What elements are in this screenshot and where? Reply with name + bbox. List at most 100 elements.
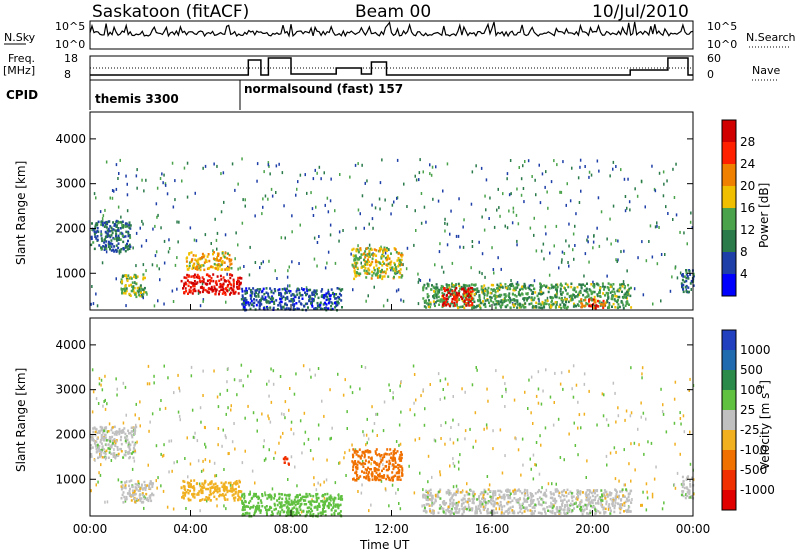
region-cell bbox=[279, 510, 282, 514]
region-cell bbox=[338, 512, 341, 515]
region-cell bbox=[583, 289, 586, 292]
region-cell bbox=[589, 511, 592, 515]
region-cell bbox=[427, 302, 430, 305]
region-cell bbox=[531, 512, 534, 516]
scatter-cell bbox=[414, 174, 416, 178]
region-cell bbox=[464, 288, 467, 291]
region-cell bbox=[607, 505, 610, 508]
scatter-cell bbox=[145, 239, 148, 243]
region-cell bbox=[316, 307, 319, 310]
region-cell bbox=[368, 450, 371, 454]
scatter-cell bbox=[663, 501, 665, 505]
region-cell bbox=[618, 288, 621, 292]
scatter-cell bbox=[691, 226, 694, 230]
region-cell bbox=[451, 297, 454, 301]
region-cell bbox=[227, 481, 230, 485]
scatter-cell bbox=[450, 209, 452, 213]
region-cell bbox=[494, 491, 497, 494]
region-cell bbox=[490, 498, 492, 502]
scatter-cell bbox=[530, 375, 533, 379]
region-cell bbox=[619, 283, 621, 286]
region-cell bbox=[612, 302, 615, 306]
region-cell bbox=[216, 490, 219, 494]
scatter-cell bbox=[390, 212, 392, 216]
scatter-cell bbox=[113, 189, 115, 193]
region-cell bbox=[681, 273, 684, 276]
region-cell bbox=[128, 223, 131, 227]
region-cell bbox=[208, 493, 211, 497]
scatter-cell bbox=[679, 417, 682, 420]
region-cell bbox=[441, 300, 444, 304]
region-cell bbox=[91, 446, 94, 449]
region-cell bbox=[551, 506, 554, 510]
region-cell bbox=[321, 295, 324, 299]
region-cell bbox=[395, 465, 398, 468]
region-cell bbox=[523, 510, 526, 513]
region-cell bbox=[561, 493, 564, 497]
region-cell bbox=[134, 449, 136, 452]
region-cell bbox=[124, 438, 127, 441]
region-cell bbox=[367, 466, 370, 470]
region-cell bbox=[526, 494, 529, 497]
scatter-cell bbox=[95, 397, 98, 401]
region-cell bbox=[607, 282, 610, 285]
region-cell bbox=[283, 493, 286, 497]
region-cell bbox=[288, 497, 291, 500]
scatter-cell bbox=[470, 202, 473, 206]
region-cell bbox=[264, 493, 267, 497]
region-cell bbox=[388, 453, 391, 456]
region-cell bbox=[91, 228, 94, 231]
scatter-cell bbox=[290, 427, 292, 431]
scatter-cell bbox=[202, 394, 204, 397]
region-cell bbox=[530, 498, 533, 501]
region-cell bbox=[541, 300, 544, 304]
region-cell bbox=[125, 287, 128, 290]
region-cell bbox=[334, 297, 337, 300]
region-cell bbox=[216, 258, 219, 262]
region-cell bbox=[546, 506, 549, 509]
region-cell bbox=[399, 271, 402, 274]
region-cell bbox=[205, 273, 208, 277]
region-cell bbox=[558, 296, 561, 300]
scatter-cell bbox=[261, 412, 263, 416]
scatter-cell bbox=[592, 280, 594, 284]
region-cell bbox=[94, 223, 97, 227]
region-cell bbox=[585, 302, 588, 305]
region-cell bbox=[367, 476, 370, 479]
region-cell bbox=[252, 495, 255, 498]
region-cell bbox=[374, 260, 377, 264]
region-cell bbox=[237, 498, 240, 502]
scatter-cell bbox=[645, 259, 648, 263]
scatter-cell bbox=[343, 456, 345, 460]
scatter-cell bbox=[557, 417, 560, 421]
scatter-cell bbox=[689, 377, 691, 381]
scatter-cell bbox=[173, 391, 175, 395]
scatter-cell bbox=[669, 289, 672, 293]
region-cell bbox=[465, 302, 467, 305]
region-cell bbox=[626, 300, 629, 303]
scatter-cell bbox=[256, 418, 258, 422]
region-cell bbox=[296, 287, 299, 290]
scatter-cell bbox=[522, 187, 525, 190]
scatter-cell bbox=[344, 451, 346, 455]
scatter-cell bbox=[429, 172, 431, 176]
scatter-cell bbox=[155, 479, 157, 483]
region-cell bbox=[623, 495, 626, 498]
region-cell bbox=[555, 303, 558, 306]
region-cell bbox=[381, 255, 384, 258]
region-cell bbox=[614, 299, 617, 303]
region-cell bbox=[312, 299, 315, 303]
scatter-cell bbox=[439, 473, 442, 477]
region-cell bbox=[630, 286, 632, 290]
scatter-cell bbox=[288, 408, 290, 412]
region-cell bbox=[422, 509, 425, 513]
region-cell bbox=[497, 300, 500, 303]
region-cell bbox=[134, 430, 136, 433]
region-cell bbox=[398, 262, 401, 265]
region-cell bbox=[612, 497, 615, 500]
region-cell bbox=[290, 499, 293, 503]
region-cell bbox=[497, 302, 500, 306]
region-cell bbox=[292, 293, 295, 296]
scatter-cell bbox=[119, 158, 121, 162]
region-cell bbox=[436, 290, 439, 293]
